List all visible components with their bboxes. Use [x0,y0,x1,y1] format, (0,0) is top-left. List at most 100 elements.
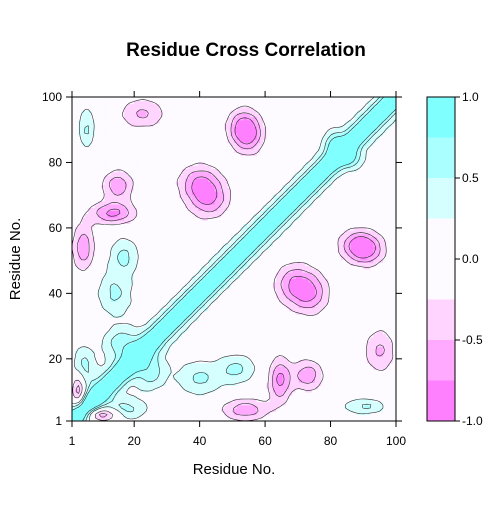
heatmap-cell [373,388,378,393]
heatmap-cell [263,378,267,383]
heatmap-cell [230,310,235,315]
heatmap-cell [344,356,348,361]
heatmap-cell [84,388,89,393]
heatmap-cell [350,385,355,390]
heatmap-cell [256,307,261,312]
heatmap-cell [272,284,277,289]
heatmap-cell [114,385,118,390]
heatmap-cell [169,275,174,280]
heatmap-cell [84,307,89,312]
heatmap-cell [383,362,387,367]
heatmap-cell [201,265,206,270]
heatmap-cell [318,369,323,373]
heatmap-cell [289,340,293,344]
heatmap-cell [279,291,284,296]
heatmap-cell [165,314,170,318]
heatmap-cell [188,395,193,399]
heatmap-cell [188,262,193,267]
heatmap-cell [289,417,293,421]
heatmap-cell [253,271,258,276]
heatmap-cell [379,385,384,390]
heatmap-cell [123,378,128,383]
heatmap-cell [165,327,170,331]
heatmap-cell [272,359,277,364]
heatmap-cell [315,343,319,348]
heatmap-cell [266,301,271,305]
heatmap-cell [269,301,274,305]
heatmap-cell [88,327,93,331]
heatmap-cell [230,404,235,409]
heatmap-cell [133,356,138,361]
heatmap-cell [321,356,326,361]
heatmap-cell [379,268,384,273]
heatmap-cell [256,408,261,412]
heatmap-cell [327,408,332,412]
heatmap-cell [315,375,319,380]
heatmap-cell [370,271,374,276]
heatmap-cell [246,395,251,399]
heatmap-cell [81,281,86,286]
heatmap-cell [81,378,86,383]
heatmap-cell [315,297,319,302]
heatmap-cell [211,284,216,289]
heatmap-cell [373,414,378,419]
heatmap-cell [195,388,199,393]
heatmap-cell [334,372,339,377]
heatmap-cell [117,268,122,273]
heatmap-cell [104,359,109,364]
heatmap-cell [386,398,391,403]
heatmap-cell [292,398,297,403]
heatmap-cell [308,349,313,354]
heatmap-cell [149,356,154,361]
heatmap-cell [256,288,261,292]
heatmap-cell [243,404,248,409]
heatmap-cell [334,317,339,322]
heatmap-cell [376,401,381,406]
heatmap-cell [357,378,361,383]
heatmap-cell [153,268,157,273]
heatmap-cell [198,294,203,299]
heatmap-cell [104,317,109,322]
heatmap-cell [327,359,332,364]
heatmap-cell [101,352,105,357]
heatmap-cell [308,259,313,263]
heatmap-cell [366,375,371,380]
heatmap-cell [392,359,396,364]
heatmap-cell [110,362,115,367]
heatmap-cell [344,411,348,416]
heatmap-cell [266,314,271,318]
heatmap-cell [282,278,287,283]
heatmap-cell [221,382,225,386]
heatmap-cell [227,330,232,335]
heatmap-cell [117,271,122,276]
heatmap-cell [191,278,196,283]
heatmap-cell [379,404,384,409]
heatmap-cell [298,404,303,409]
heatmap-cell [221,356,225,361]
heatmap-cell [269,401,274,406]
heatmap-cell [130,301,135,305]
heatmap-cell [191,349,196,354]
heatmap-cell [227,385,232,390]
heatmap-cell [185,297,190,302]
heatmap-cell [185,398,190,403]
heatmap-cell [72,336,76,341]
heatmap-cell [298,323,303,328]
heatmap-cell [214,314,219,318]
heatmap-cell [127,323,131,328]
heatmap-cell [240,259,245,263]
heatmap-cell [224,268,229,273]
heatmap-cell [337,362,342,367]
heatmap-cell [201,304,206,309]
heatmap-cell [350,349,355,354]
heatmap-cell [389,304,394,309]
heatmap-cell [269,271,274,276]
heatmap-cell [153,395,157,399]
heatmap-cell [221,401,225,406]
heatmap-cell [308,304,313,309]
heatmap-cell [136,330,141,335]
heatmap-cell [256,333,261,338]
heatmap-cell [146,304,151,309]
heatmap-cell [227,288,232,292]
